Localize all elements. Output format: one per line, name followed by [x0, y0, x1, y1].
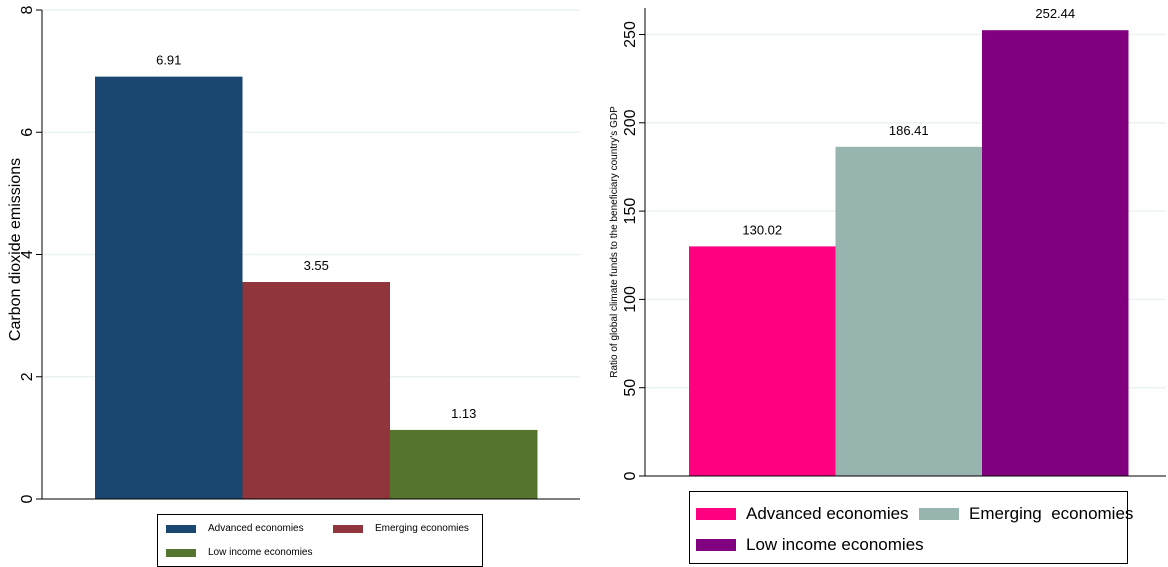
legend-swatch-low-income	[166, 548, 196, 557]
legend-item-emerging: Emerging economies	[919, 504, 1133, 524]
data-label-3: 252.44	[1035, 6, 1075, 21]
legend-swatch-emerging	[919, 508, 959, 520]
legend-item-advanced: Advanced economies	[166, 523, 304, 534]
bar-3	[390, 429, 538, 499]
y-tick-label-0: 0	[19, 494, 36, 503]
legend-item-emerging: Emerging economies	[333, 523, 469, 534]
legend-item-low-income: Low income economies	[696, 535, 924, 555]
y-tick-label-0: 0	[622, 471, 639, 480]
legend-right: Advanced economies Emerging economies Lo…	[689, 491, 1133, 564]
bar-1	[689, 246, 836, 476]
data-label-1: 130.02	[742, 222, 782, 237]
y-tick-label-8: 8	[19, 5, 36, 14]
y-tick-label-6: 6	[19, 128, 36, 137]
legend-swatch-low-income	[696, 539, 736, 551]
y-tick-label-50: 50	[622, 379, 639, 397]
legend-label-emerging: Emerging economies	[969, 504, 1134, 523]
y-tick-label-2: 2	[19, 372, 36, 381]
bar-1	[95, 76, 243, 499]
legend-label-low-income: Low income economies	[746, 535, 924, 554]
legend-item-low-income: Low income economies	[166, 547, 313, 558]
legend-item-advanced: Advanced economies	[696, 504, 909, 524]
legend-swatch-advanced	[696, 508, 736, 520]
bar-2	[242, 282, 390, 499]
y-tick-label-4: 4	[19, 250, 36, 259]
legend-label-advanced: Advanced economies	[746, 504, 909, 523]
data-label-1: 6.91	[156, 53, 181, 68]
y-tick-label-100: 100	[622, 286, 639, 313]
legend-label-emerging: Emerging economies	[375, 523, 469, 534]
data-label-2: 186.41	[889, 123, 929, 138]
legend-swatch-emerging	[333, 524, 363, 533]
legend-left: Advanced economies Emerging economies Lo…	[157, 514, 483, 567]
data-label-2: 3.55	[304, 258, 329, 273]
data-label-3: 1.13	[451, 406, 476, 421]
y-tick-label-150: 150	[622, 198, 639, 225]
y-tick-label-200: 200	[622, 109, 639, 136]
legend-label-advanced: Advanced economies	[208, 523, 304, 534]
bar-3	[982, 30, 1129, 477]
y-axis-label: Ratio of global climate funds to the ben…	[609, 106, 620, 378]
y-axis-label: Carbon dioxide emissions	[7, 158, 24, 341]
legend-label-low-income: Low income economies	[208, 547, 313, 558]
bar-2	[835, 146, 982, 476]
y-tick-label-250: 250	[622, 21, 639, 48]
legend-swatch-advanced	[166, 524, 196, 533]
